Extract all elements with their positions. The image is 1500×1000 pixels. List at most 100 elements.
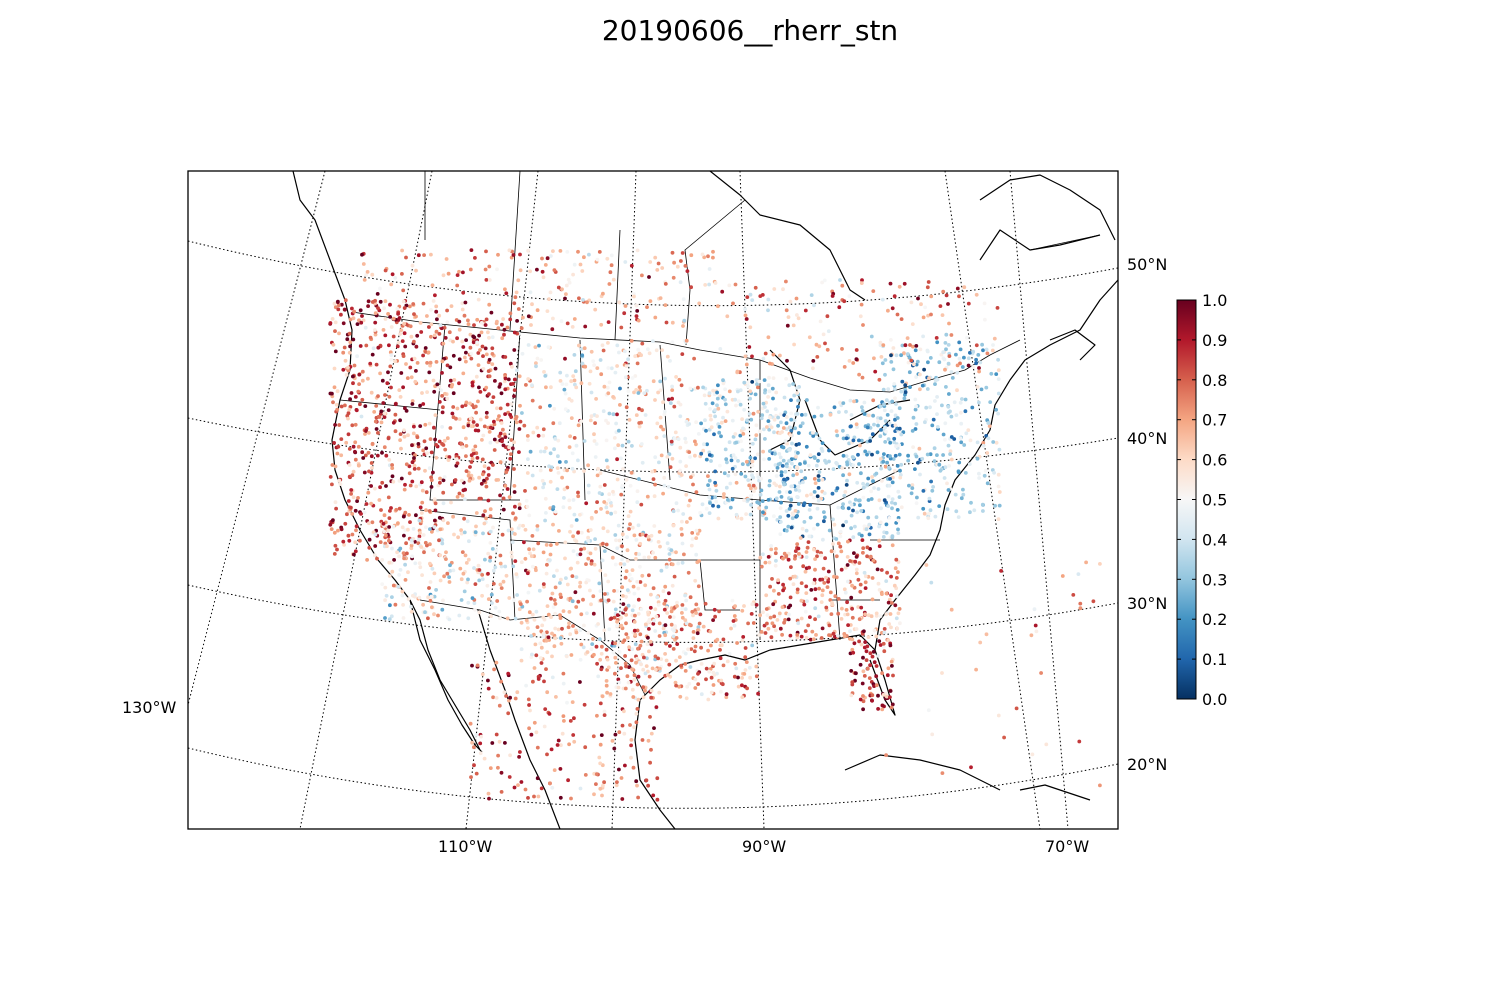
station-point [582, 469, 586, 473]
station-point [447, 580, 452, 584]
station-point [678, 468, 682, 473]
station-point [862, 674, 867, 678]
station-point [870, 654, 875, 659]
station-point [950, 376, 955, 380]
station-point [673, 430, 678, 435]
station-point [458, 566, 463, 571]
station-point [892, 294, 897, 299]
station-point [776, 578, 780, 583]
station-point [383, 598, 387, 603]
station-point [486, 551, 491, 556]
station-point [754, 433, 759, 437]
station-point [348, 344, 352, 349]
station-point [746, 497, 750, 502]
station-point [576, 530, 580, 535]
station-point [437, 538, 441, 543]
station-point [884, 579, 889, 583]
station-point [801, 564, 806, 569]
station-point [602, 709, 607, 714]
station-point [913, 397, 918, 402]
station-point [602, 549, 607, 553]
station-point [887, 465, 891, 470]
station-point [913, 427, 918, 431]
station-point [651, 339, 655, 343]
station-point [380, 582, 385, 586]
station-point [849, 595, 854, 600]
station-point [362, 278, 367, 282]
station-point [858, 589, 863, 594]
station-point [713, 469, 718, 474]
station-point [758, 613, 762, 618]
station-point [545, 650, 550, 655]
station-point [817, 436, 822, 441]
station-point [971, 365, 976, 369]
station-point [508, 317, 513, 322]
station-point [513, 559, 518, 563]
station-point [622, 562, 627, 567]
station-point [841, 436, 846, 441]
station-point [519, 620, 524, 625]
station-point [880, 592, 884, 596]
station-point [850, 647, 855, 652]
station-point [418, 505, 423, 510]
station-point [497, 739, 502, 744]
station-point [877, 588, 882, 592]
station-point [632, 591, 637, 596]
station-point [597, 491, 602, 495]
meridian-label-70w: 70°W [1045, 837, 1089, 856]
station-point [486, 791, 491, 796]
station-point [914, 454, 919, 459]
station-point [921, 506, 926, 511]
station-point [874, 515, 879, 520]
station-point [434, 588, 438, 592]
station-point [834, 537, 839, 541]
station-point [899, 353, 903, 358]
station-point [582, 702, 587, 707]
station-point [963, 397, 968, 402]
station-point [865, 452, 869, 457]
station-point [887, 421, 892, 426]
station-point [790, 461, 794, 466]
station-point [393, 412, 398, 417]
station-point [857, 372, 861, 377]
station-point [902, 351, 906, 356]
station-point [605, 510, 610, 515]
station-point [767, 457, 772, 461]
station-point [578, 628, 583, 633]
station-point [414, 369, 418, 373]
station-point [728, 481, 733, 486]
station-point [672, 628, 676, 633]
station-point [354, 528, 358, 533]
station-point [736, 459, 740, 463]
station-point [471, 420, 476, 424]
station-point [750, 298, 755, 302]
station-point [719, 434, 723, 439]
station-point [391, 334, 396, 339]
station-point [414, 268, 418, 273]
station-point [891, 457, 896, 461]
station-point [345, 337, 350, 342]
station-point [548, 479, 553, 484]
station-point [898, 475, 903, 480]
station-point [534, 361, 538, 366]
station-point [747, 483, 752, 488]
station-point [613, 655, 618, 660]
station-point [624, 621, 628, 626]
station-point [413, 379, 418, 384]
station-point [854, 357, 859, 362]
station-point [457, 357, 462, 362]
station-point [473, 530, 478, 535]
axis-labels: 130°W 110°W 90°W 70°W 50°N 40°N 30°N 20°… [122, 255, 1167, 856]
station-point [385, 544, 389, 549]
station-point [948, 449, 953, 454]
station-point [457, 417, 462, 421]
station-point [745, 380, 750, 385]
station-point [874, 664, 879, 668]
station-point [968, 350, 972, 355]
station-point [477, 385, 481, 390]
station-point [339, 302, 344, 307]
station-point [536, 677, 541, 681]
station-point [779, 495, 784, 499]
station-point [708, 629, 713, 634]
station-point [869, 614, 874, 619]
